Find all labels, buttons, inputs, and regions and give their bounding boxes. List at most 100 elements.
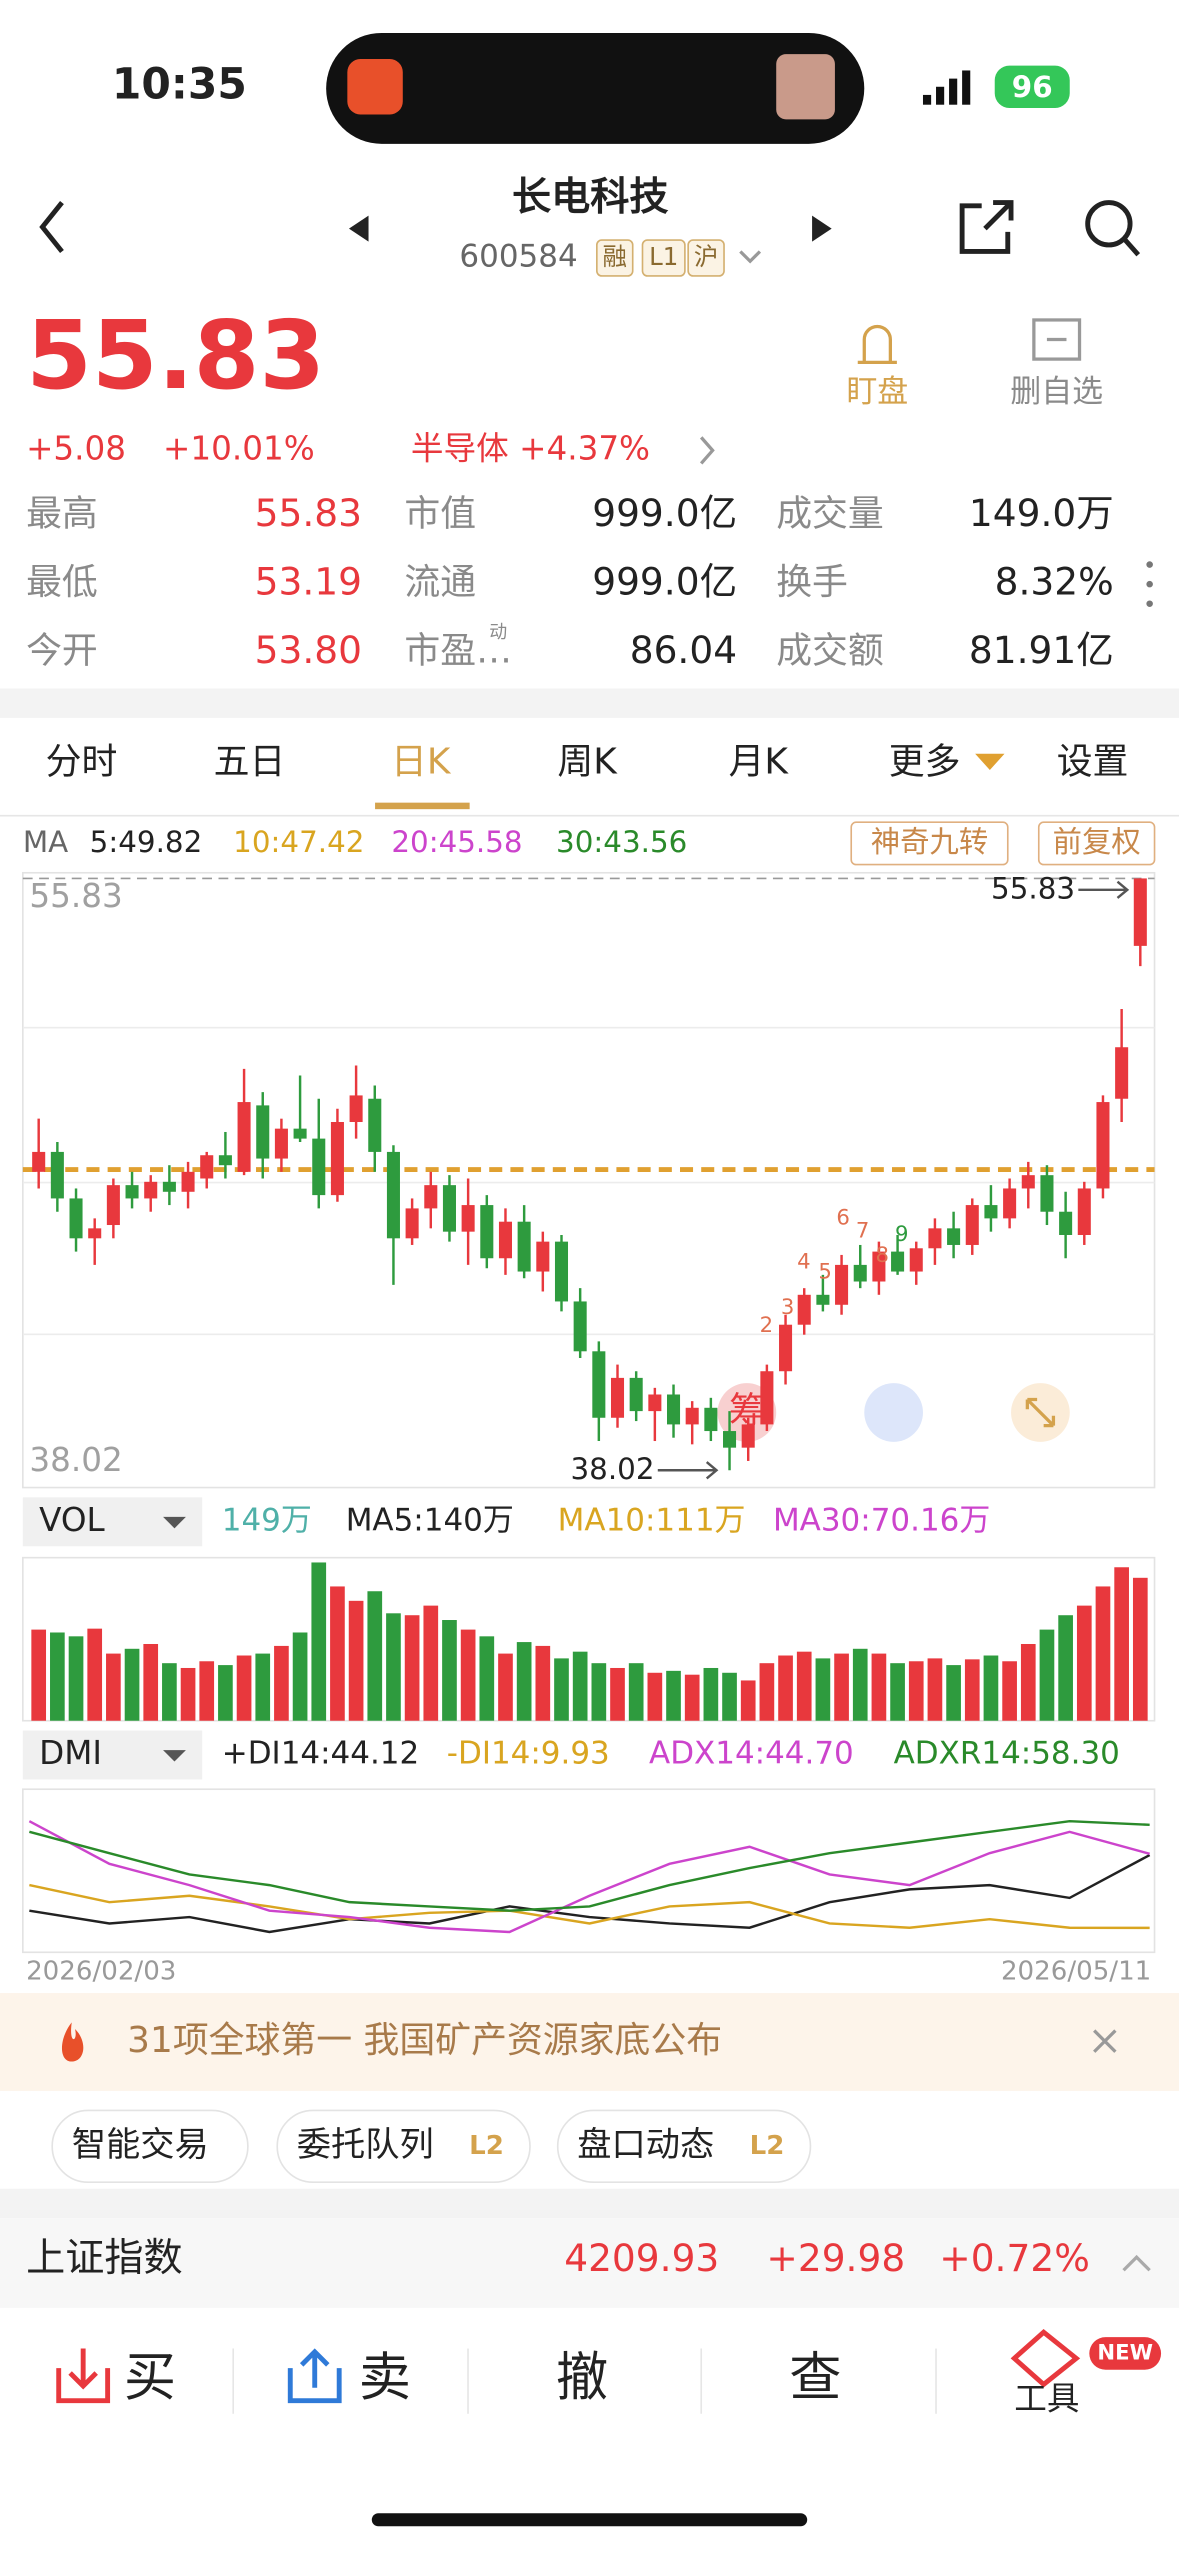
- candle-body: [517, 1221, 531, 1272]
- candle-body: [125, 1185, 139, 1199]
- candle-body: [480, 1205, 494, 1259]
- tag: 沪: [694, 242, 718, 271]
- candle-body: [797, 1294, 811, 1325]
- change: +5.08: [26, 429, 126, 467]
- volume-bar: [610, 1667, 625, 1721]
- candle-body: [648, 1394, 662, 1412]
- tool-label[interactable]: 盘口动态: [577, 2125, 714, 2165]
- volume-bar: [1076, 1605, 1092, 1721]
- candle-body: [909, 1248, 923, 1272]
- back[interactable]: [39, 201, 64, 253]
- tab[interactable]: 周K: [557, 742, 618, 783]
- index-bar[interactable]: [0, 2218, 1179, 2308]
- stat-label: 成交额: [776, 631, 884, 672]
- stat-value: 53.19: [255, 560, 362, 604]
- candle-body: [1115, 1047, 1129, 1099]
- volume-bar: [871, 1653, 887, 1721]
- share[interactable]: [959, 200, 1014, 254]
- close[interactable]: [1093, 2029, 1117, 2053]
- chart-button[interactable]: 神奇九转: [871, 825, 988, 859]
- volume-bar: [908, 1661, 924, 1721]
- price-frame: [22, 871, 1156, 1489]
- volume-bar: [199, 1661, 215, 1721]
- tab[interactable]: 设置: [1057, 742, 1129, 783]
- volume-bar: [890, 1663, 905, 1721]
- remove-icon[interactable]: [1032, 318, 1082, 361]
- tool-pill[interactable]: [276, 2109, 531, 2184]
- candle-body: [349, 1095, 363, 1123]
- volume-bar: [162, 1663, 177, 1721]
- search[interactable]: [1123, 238, 1141, 257]
- tool-label[interactable]: 委托队列: [297, 2125, 434, 2165]
- min-marker: 38.02: [571, 1452, 655, 1486]
- tab[interactable]: 更多: [889, 742, 961, 783]
- bell-icon[interactable]: [857, 324, 897, 364]
- volume-bar: [442, 1620, 457, 1721]
- tool-label[interactable]: 智能交易: [72, 2125, 209, 2165]
- chart-button[interactable]: 前复权: [1053, 825, 1141, 859]
- candle-body: [704, 1407, 718, 1432]
- app-icon: [347, 59, 403, 115]
- bottom-action[interactable]: 查: [789, 2348, 841, 2408]
- game-button[interactable]: [864, 1383, 923, 1442]
- candle-body: [928, 1228, 942, 1249]
- tab[interactable]: 五日: [214, 742, 286, 783]
- bottom-action[interactable]: 买: [124, 2348, 176, 2408]
- candle-body: [891, 1251, 905, 1272]
- tab[interactable]: 日K: [391, 742, 452, 783]
- dmi-legend: -DI14:9.93: [447, 1735, 610, 1771]
- watch-button[interactable]: 盯盘: [846, 374, 908, 410]
- bottom-action[interactable]: 卖: [359, 2348, 411, 2408]
- volume-bar: [106, 1653, 121, 1721]
- volume-bar: [124, 1648, 140, 1721]
- chevron: [1122, 2254, 1151, 2272]
- chart-button-box[interactable]: [850, 821, 1009, 866]
- volume-bar: [983, 1655, 999, 1721]
- dmi-title[interactable]: DMI: [39, 1734, 102, 1772]
- chip-text[interactable]: 筹: [729, 1391, 765, 1432]
- stat-value: 999.0亿: [592, 560, 737, 604]
- home-indicator: [371, 2513, 808, 2527]
- dmi-line: [29, 1883, 1150, 1930]
- candle-body: [386, 1151, 400, 1239]
- volume-bar: [535, 1645, 551, 1721]
- news-bar[interactable]: [0, 1993, 1179, 2091]
- tool-pill[interactable]: [556, 2109, 812, 2184]
- chart-button-box[interactable]: [1037, 821, 1156, 866]
- search[interactable]: [1085, 200, 1133, 248]
- volume-bar: [143, 1643, 159, 1721]
- remove-button[interactable]: 删自选: [1010, 374, 1103, 410]
- dropdown: [163, 1750, 186, 1762]
- new-badge: [1089, 2337, 1162, 2370]
- tool-pill[interactable]: [51, 2109, 249, 2184]
- ma-legend: 5:49.82: [90, 825, 203, 859]
- candle-body: [1040, 1175, 1054, 1212]
- candle-body: [1021, 1175, 1035, 1189]
- stat-value: 8.32%: [995, 560, 1114, 604]
- candle-body: [293, 1128, 307, 1139]
- candle-body: [592, 1351, 606, 1418]
- candle-body: [853, 1264, 867, 1282]
- sector[interactable]: 半导体 +4.37%: [411, 429, 650, 467]
- volume-bar: [367, 1591, 383, 1721]
- bottom-action[interactable]: 撤: [556, 2348, 608, 2408]
- tag-box: [596, 239, 634, 277]
- vol-title[interactable]: VOL: [39, 1501, 105, 1539]
- volume-bar: [255, 1653, 271, 1721]
- next[interactable]: [812, 215, 832, 242]
- stat-value: 86.04: [630, 628, 737, 672]
- ma-title: MA: [23, 825, 68, 859]
- tab[interactable]: 月K: [729, 742, 790, 783]
- news-text[interactable]: 31项全球第一 我国矿产资源家底公布: [127, 2020, 722, 2061]
- candle-body: [1077, 1188, 1091, 1235]
- ma-legend: 20:45.58: [391, 825, 522, 859]
- prev[interactable]: [348, 215, 369, 242]
- candle-body: [984, 1205, 998, 1219]
- candle-body: [947, 1228, 961, 1245]
- volume-bar: [498, 1653, 513, 1721]
- tab[interactable]: 分时: [46, 742, 118, 783]
- candle-body: [312, 1138, 326, 1196]
- index-name: 上证指数: [26, 2236, 183, 2281]
- nine-turn: 4: [797, 1249, 810, 1274]
- bottom-action[interactable]: 工具: [1014, 2380, 1079, 2418]
